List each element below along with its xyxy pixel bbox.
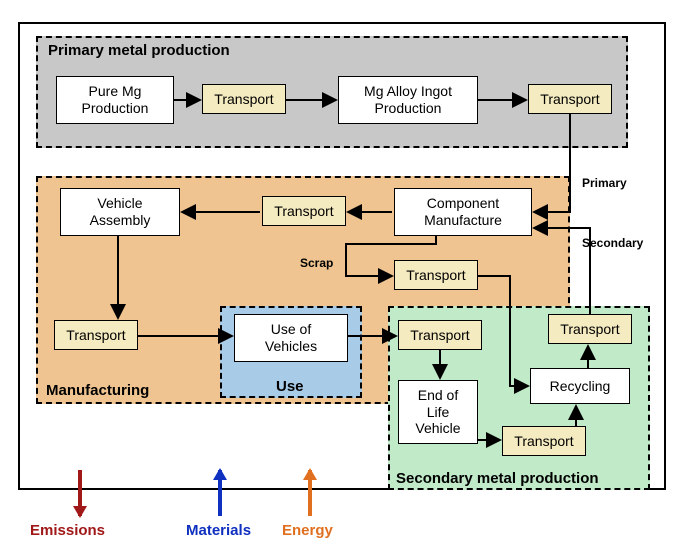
edge-label-primary: Primary bbox=[582, 176, 627, 190]
node-transport-6: Transport bbox=[398, 320, 482, 350]
node-mg-alloy-ingot: Mg Alloy IngotProduction bbox=[338, 76, 478, 124]
node-component-manufacture: ComponentManufacture bbox=[394, 188, 532, 236]
stage-primary-label: Primary metal production bbox=[48, 42, 230, 59]
node-transport-2: Transport bbox=[528, 84, 612, 114]
node-end-of-life-vehicle: End ofLifeVehicle bbox=[398, 380, 478, 444]
legend-materials: Materials bbox=[186, 522, 251, 539]
node-use-of-vehicles: Use ofVehicles bbox=[234, 314, 348, 362]
node-vehicle-assembly: VehicleAssembly bbox=[60, 188, 180, 236]
node-transport-7: Transport bbox=[502, 426, 586, 456]
node-transport-4: Transport bbox=[394, 260, 478, 290]
stage-secondary-label: Secondary metal production bbox=[396, 470, 599, 487]
node-pure-mg-production: Pure MgProduction bbox=[56, 76, 174, 124]
stage-manufacturing-label: Manufacturing bbox=[46, 382, 149, 399]
edge-label-secondary: Secondary bbox=[582, 236, 643, 250]
node-transport-1: Transport bbox=[202, 84, 286, 114]
node-recycling: Recycling bbox=[530, 368, 630, 404]
legend-energy: Energy bbox=[282, 522, 333, 539]
node-transport-5: Transport bbox=[54, 320, 138, 350]
stage-use-label: Use bbox=[276, 378, 304, 395]
edge-label-scrap: Scrap bbox=[300, 256, 333, 270]
node-transport-3: Transport bbox=[262, 196, 346, 226]
diagram-canvas: Primary metal production Manufacturing U… bbox=[0, 0, 698, 554]
legend-emissions: Emissions bbox=[30, 522, 105, 539]
node-transport-8: Transport bbox=[548, 314, 632, 344]
